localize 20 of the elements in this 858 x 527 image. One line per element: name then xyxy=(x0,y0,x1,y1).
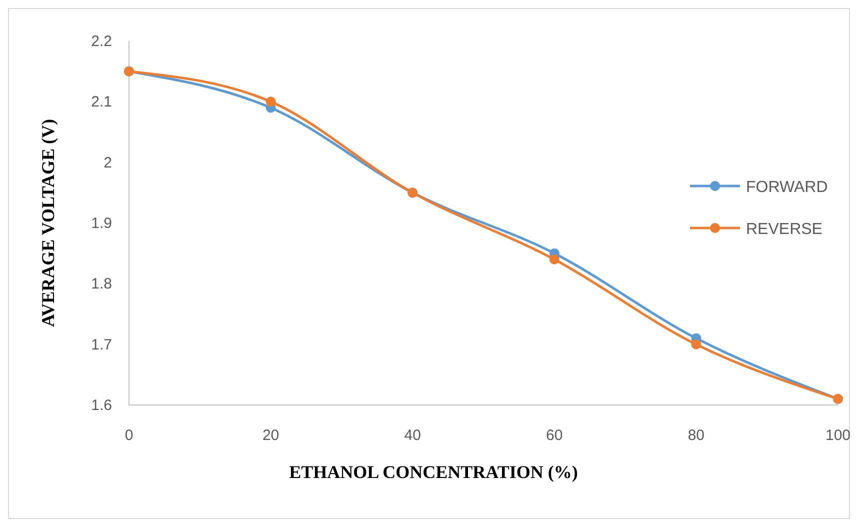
point xyxy=(266,96,276,107)
point xyxy=(549,254,560,264)
legend-label: REVERSE xyxy=(746,221,822,238)
y-tick-label: 1.6 xyxy=(91,397,112,414)
x-tick-label: 40 xyxy=(404,427,421,444)
y-tick-label: 1.7 xyxy=(91,336,112,354)
y-axis-title: AVERAGE VOLTAGE (V) xyxy=(38,118,58,328)
x-tick-label: 100 xyxy=(825,427,851,444)
y-tick-label: 1.9 xyxy=(91,215,112,232)
legend-label: FORWARD xyxy=(746,179,828,196)
x-tick-label: 80 xyxy=(688,427,705,444)
x-tick-label: 60 xyxy=(546,427,563,444)
y-tick-label: 2.2 xyxy=(91,33,112,50)
x-axis-title: ETHANOL CONCENTRATION (%) xyxy=(289,462,578,482)
y-tick-label: 2 xyxy=(104,154,112,172)
y-tick-label: 2.1 xyxy=(91,94,112,111)
x-tick-label: 0 xyxy=(124,427,134,444)
y-tick-label: 1.8 xyxy=(91,276,112,293)
point xyxy=(691,339,702,350)
x-tick-label: 20 xyxy=(262,427,280,444)
